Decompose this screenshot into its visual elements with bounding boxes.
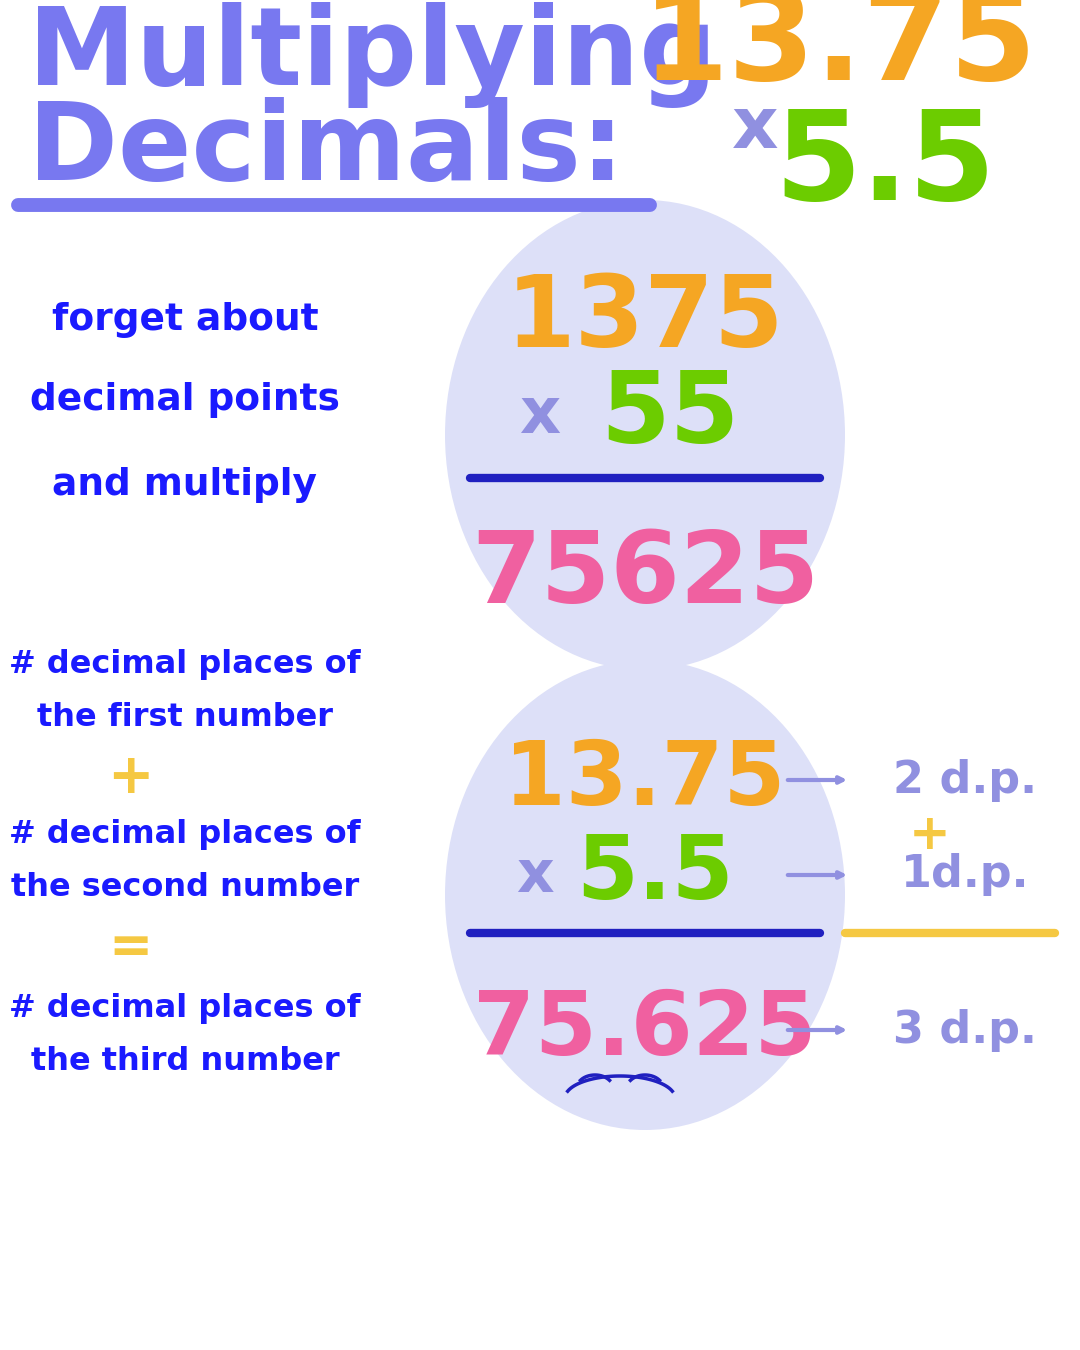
Text: x: x	[731, 93, 779, 162]
Text: 2 d.p.: 2 d.p.	[893, 759, 1037, 802]
Text: x: x	[516, 846, 554, 903]
Text: the first number: the first number	[37, 702, 333, 733]
Text: 75625: 75625	[471, 526, 819, 624]
Text: Multiplying: Multiplying	[28, 1, 717, 108]
Text: # decimal places of: # decimal places of	[10, 819, 361, 850]
Text: the third number: the third number	[30, 1045, 339, 1076]
Text: 1375: 1375	[505, 271, 784, 369]
Text: and multiply: and multiply	[53, 467, 318, 504]
Text: the second number: the second number	[11, 872, 360, 903]
Text: 75.625: 75.625	[473, 987, 816, 1073]
Text: # decimal places of: # decimal places of	[10, 649, 361, 680]
Text: +: +	[909, 811, 950, 859]
Ellipse shape	[445, 660, 845, 1130]
Text: 5.5: 5.5	[577, 832, 733, 918]
Text: =: =	[108, 922, 152, 973]
Text: Decimals:: Decimals:	[28, 97, 624, 202]
Text: 55: 55	[600, 366, 740, 463]
Text: 3 d.p.: 3 d.p.	[893, 1008, 1037, 1052]
Text: decimal points: decimal points	[30, 382, 340, 418]
Text: 13.75: 13.75	[504, 737, 785, 824]
Text: 1d.p.: 1d.p.	[901, 853, 1029, 896]
Text: 5.5: 5.5	[774, 104, 996, 225]
Text: x: x	[519, 383, 561, 446]
Text: # decimal places of: # decimal places of	[10, 992, 361, 1023]
Text: forget about: forget about	[52, 302, 319, 338]
Ellipse shape	[445, 200, 845, 670]
Text: +: +	[107, 751, 153, 805]
Text: 13.75: 13.75	[643, 0, 1038, 105]
